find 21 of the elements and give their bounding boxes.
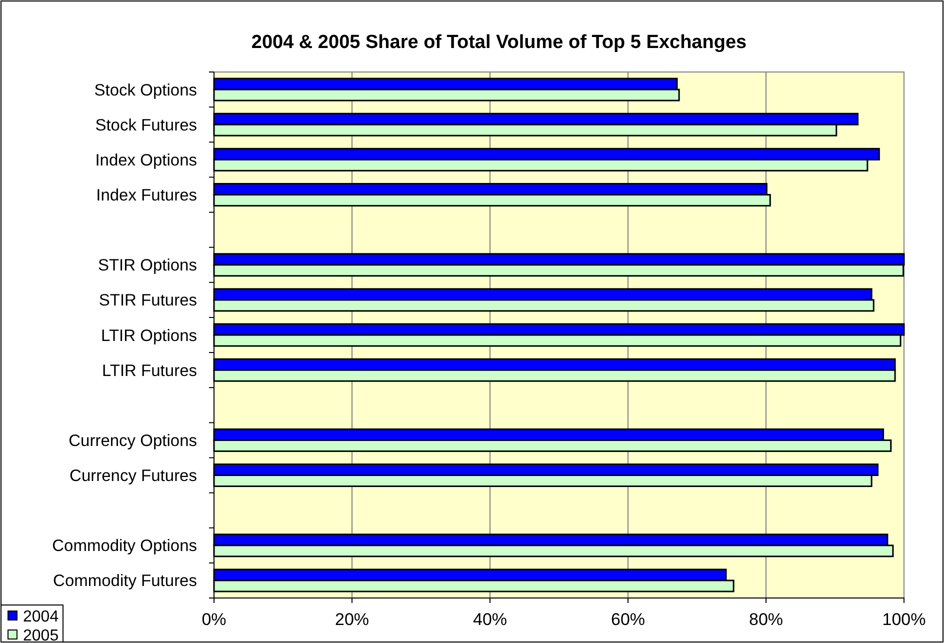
y-tick-label: STIR Options (98, 256, 197, 275)
y-tick-label: Currency Futures (70, 467, 197, 486)
x-tick-label: 20% (334, 610, 370, 630)
y-tick-label: Stock Options (94, 81, 197, 100)
legend-label: 2005 (23, 628, 59, 643)
y-tick-label: Currency Options (68, 432, 197, 450)
legend-label: 2004 (23, 608, 59, 626)
y-tick-label: STIR Futures (98, 292, 197, 310)
y-tick-label: LTIR Futures (102, 362, 197, 380)
y-tick-label: LTIR Options (101, 326, 197, 345)
y-tick-label: Index Futures (96, 186, 197, 205)
x-tick-label: 60% (610, 610, 646, 630)
y-tick-label: Commodity Options (52, 537, 197, 556)
chart-title: 2004 & 2005 Share of Total Volume of Top 5 Exchanges (251, 32, 747, 53)
y-tick-label: Commodity Futures (53, 572, 197, 590)
x-tick-label: 0% (202, 610, 226, 630)
x-tick-label: 80% (748, 610, 784, 630)
y-tick-label: Stock Futures (95, 116, 197, 134)
x-tick-label: 100% (882, 610, 926, 630)
x-tick-label: 40% (472, 610, 508, 630)
y-tick-label: Index Options (95, 151, 197, 170)
